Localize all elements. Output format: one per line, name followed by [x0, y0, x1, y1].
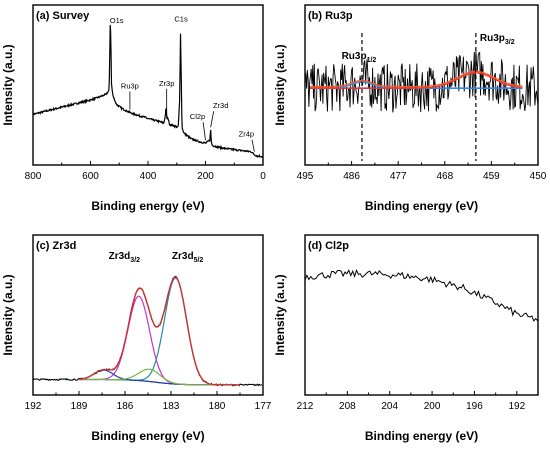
annotation-arrow [251, 139, 255, 152]
x-tick-label: 800 [25, 171, 42, 182]
plot-frame [32, 4, 264, 166]
x-tick-label: 189 [71, 401, 88, 412]
x-tick-label: 212 [297, 401, 314, 412]
panel-c: 192 189 186 183 180 177 Binding energy (eV) Int… [1, 234, 272, 443]
fit-component [310, 72, 523, 89]
y-axis-label: Intensity (a.u.) [1, 44, 15, 125]
peak-annotation: O1s [110, 16, 124, 25]
panel-label: (b) Ru3p [308, 10, 353, 22]
fit-envelope [310, 70, 523, 88]
x-tick-label: 196 [466, 401, 483, 412]
fit-component [79, 369, 240, 386]
x-tick-label: 200 [424, 401, 441, 412]
annotation-arrow [210, 111, 215, 128]
peak-label-sub: 5/2 [194, 257, 204, 264]
x-tick-label: 177 [255, 401, 272, 412]
peak-label: Zr3d5/2 [172, 251, 204, 264]
peak-annotation: Zr4p [239, 130, 254, 139]
x-tick-label: 183 [163, 401, 180, 412]
peak-annotation: Zr3d [213, 101, 228, 110]
x-axis-label: Binding energy (eV) [365, 429, 478, 443]
x-tick-label: 459 [483, 171, 500, 182]
x-axis-label: Binding energy (eV) [365, 199, 478, 213]
panel-label: (d) Cl2p [308, 240, 349, 252]
x-tick-label: 200 [197, 171, 214, 182]
peak-label-main: Zr3d [109, 251, 131, 262]
plot-frame [32, 234, 264, 396]
y-axis-label: Intensity (a.u.) [273, 274, 287, 355]
panel-label: (c) Zr3d [36, 240, 76, 252]
x-tick-label: 204 [381, 401, 398, 412]
x-axis-label: Binding energy (eV) [91, 429, 204, 443]
x-tick-label: 192 [25, 401, 42, 412]
peak-label: Ru3p3/2 [480, 33, 515, 46]
x-tick-label: 600 [82, 171, 99, 182]
survey-spectrum [32, 24, 264, 159]
peak-annotation: Zr3p [159, 79, 174, 88]
fit-component [79, 295, 240, 386]
panel-b: 495 486 477 468 459 450 Binding energy (eV) Int… [273, 4, 547, 213]
peak-label-sub: 1/2 [367, 57, 377, 64]
x-tick-label: 186 [117, 401, 134, 412]
peak-label: Zr3d3/2 [109, 251, 141, 264]
x-tick-label: 0 [260, 171, 266, 182]
x-tick-label: 477 [390, 171, 407, 182]
peak-label-sub: 3/2 [130, 257, 140, 264]
peak-annotation: Ru3p [121, 81, 139, 90]
peak-label-sub: 3/2 [505, 39, 515, 46]
annotation-arrow [202, 122, 206, 141]
peak-label-main: Zr3d [172, 251, 194, 262]
x-axis-label: Binding energy (eV) [91, 199, 204, 213]
panel-label: (a) Survey [36, 10, 90, 22]
peak-label-main: Ru3p [480, 33, 505, 44]
peak-label-main: Ru3p [342, 51, 367, 62]
panel-d: 212 208 204 200 196 192 Binding energy (eV) Int… [273, 234, 539, 443]
plot-frame [304, 234, 539, 396]
x-tick-label: 468 [436, 171, 453, 182]
x-tick-label: 486 [343, 171, 360, 182]
peak-label: Ru3p1/2 [342, 51, 377, 64]
fit-envelope [79, 276, 240, 386]
x-tick-label: 192 [508, 401, 525, 412]
x-tick-label: 450 [530, 171, 547, 182]
peak-annotation: C1s [174, 15, 188, 24]
cl2p-spectrum [304, 269, 538, 322]
y-axis-label: Intensity (a.u.) [1, 274, 15, 355]
x-tick-label: 208 [339, 401, 356, 412]
x-tick-label: 495 [297, 171, 314, 182]
panel-a: 800 600 400 200 0 Binding energy (eV) Intensit… [1, 4, 266, 213]
x-tick-label: 180 [209, 401, 226, 412]
y-axis-label: Intensity (a.u.) [273, 44, 287, 125]
peak-annotation: Cl2p [190, 112, 205, 121]
x-tick-label: 400 [140, 171, 157, 182]
